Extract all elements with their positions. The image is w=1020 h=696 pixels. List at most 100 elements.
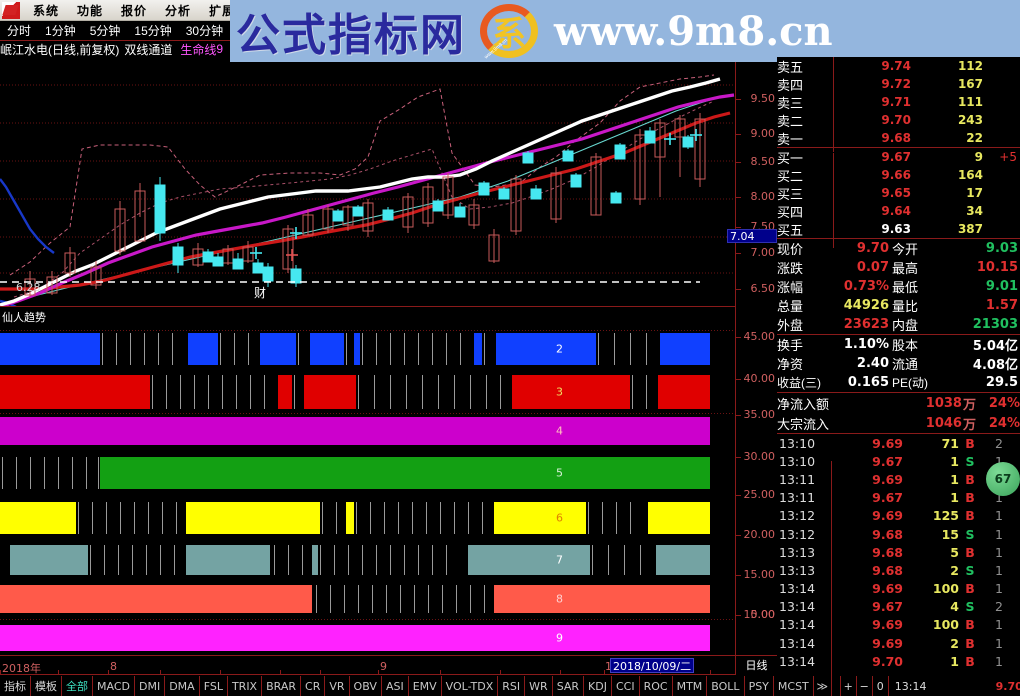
toolbar-template-button[interactable]: 模板 [31,676,62,696]
banner-url: www.9m8.cn [554,7,833,55]
tick-count: 1 [995,490,1003,506]
zoom-reset-button[interactable]: 0 [873,676,889,696]
fundamentals-divider [777,334,1020,335]
tick-price: 9.69 [872,508,903,524]
menu-item-quote[interactable]: 报价 [121,3,148,18]
toolbar-indicator-trix[interactable]: TRIX [228,676,263,696]
tick-side: S [965,526,975,542]
tick-side: B [965,435,975,451]
toolbar-indicator-psy[interactable]: PSY [745,676,774,696]
order-book-row[interactable]: 买五 9.63 387 [777,220,1020,238]
stat-value-open: 9.03 [985,241,1018,256]
ask-vol-2: 243 [957,113,983,127]
stat-label-high: 最高 [892,261,919,276]
toolbar-indicator-dma[interactable]: DMA [165,676,200,696]
tab-30min[interactable]: 30分钟 [185,24,224,38]
stat-label-total-volume: 总量 [777,299,804,314]
toolbar-indicator-macd[interactable]: MACD [93,676,135,696]
toolbar-all-button[interactable]: 全部 [62,676,93,696]
toolbar-indicator-vr[interactable]: VR [325,676,350,696]
toolbar-indicator-roc[interactable]: ROC [640,676,673,696]
order-book-row[interactable]: 买四 9.64 34 [777,202,1020,220]
toolbar-indicator-mtm[interactable]: MTM [673,676,708,696]
ask-vol-5: 112 [957,59,983,73]
toolbar-indicator-fsl[interactable]: FSL [200,676,228,696]
tick-time: 13:14 [779,581,816,597]
order-book-row[interactable]: 卖四 9.72 167 [777,75,1020,93]
flow-row: 大宗流入 1046 万 24% [777,413,1020,433]
toolbar-indicator-dmi[interactable]: DMI [135,676,166,696]
toolbar-more-icon[interactable]: ≫ [814,676,832,696]
menu-item-system[interactable]: 系统 [33,3,60,18]
menu-item-analysis[interactable]: 分析 [165,3,192,18]
order-book-row[interactable]: 卖五 9.74 112 [777,57,1020,75]
sentiment-badge[interactable]: 67 [986,462,1020,496]
indicator-value-axis: 45.00 40.00 35.00 30.00 25.00 20.00 15.0… [735,307,777,655]
toolbar-indicator-sar[interactable]: SAR [553,676,585,696]
indicator-band-row: 8 [0,585,710,613]
tick-time: 13:10 [779,453,816,469]
tick-row: 13:14 9.69 100 B 1 [777,580,1020,598]
stat-value-high: 10.15 [976,260,1018,275]
banner-seal-logo-icon: 系 www.9m8.cn [478,2,540,60]
toolbar-indicator-cci[interactable]: CCI [612,676,640,696]
tab-intraday[interactable]: 分时 [7,24,32,38]
toolbar-indicator-emv[interactable]: EMV [409,676,442,696]
zoom-in-button[interactable]: + [841,676,857,696]
stat-value-volume-ratio: 1.57 [985,298,1018,313]
price-tick-7-00: 7.00 [750,246,776,259]
tick-row: 13:14 9.69 2 B 1 [777,634,1020,652]
toolbar-indicator-rsi[interactable]: RSI [498,676,526,696]
tick-row: 13:14 9.67 4 S 2 [777,598,1020,616]
stat-value-change-pct: 0.73% [843,279,889,294]
order-book-row[interactable]: 卖一 9.68 22 [777,129,1020,147]
fundamentals-row: 换手 1.10% 股本 5.04亿 [777,335,1020,354]
stats-row: 外盘 23623 内盘 21303 [777,315,1020,334]
toolbar-indicator-vol-tdx[interactable]: VOL-TDX [442,676,499,696]
toolbar-indicator-wr[interactable]: WR [525,676,553,696]
chart-watermark: 财 [254,286,266,300]
band-label-5: 5 [556,466,563,480]
tick-price: 9.69 [872,635,903,651]
date-label-year: 2018年 [2,662,41,675]
order-book-row[interactable]: 卖二 9.70 243 [777,111,1020,129]
flow-value-net-inflow: 1038 [925,395,962,411]
stat-label-low: 最低 [892,280,919,295]
tab-15min[interactable]: 15分钟 [134,24,172,38]
order-book-row[interactable]: 买一 9.67 9 +5 [777,148,1020,166]
bid-label-5: 买五 [777,222,804,238]
menu-item-function[interactable]: 功能 [77,3,104,18]
candlestick-chart[interactable]: 财 6.28 [0,57,735,307]
order-book-row[interactable]: 卖三 9.71 111 [777,93,1020,111]
tab-5min[interactable]: 5分钟 [89,24,121,38]
toolbar-indicator-mcst[interactable]: MCST [774,676,814,696]
stat-value-change: 0.07 [856,260,889,275]
order-book-row[interactable]: 买二 9.66 164 [777,166,1020,184]
toolbar-indicator-kdj[interactable]: KDJ [584,676,612,696]
toolbar-spacer [832,676,841,696]
price-axis: 9.50 9.00 8.50 8.00 7.50 7.00 6.50 [735,57,777,307]
price-tick-8-50: 8.50 [750,155,776,168]
tick-list[interactable]: 13:10 9.69 71 B 2 13:10 9.67 1 S 1 13:11… [777,434,1020,670]
toolbar-indicator-cr[interactable]: CR [301,676,326,696]
toolbar-indicator-boll[interactable]: BOLL [707,676,745,696]
toolbar-indicator-brar[interactable]: BRAR [262,676,302,696]
tick-row: 13:10 9.69 71 B 2 [777,434,1020,452]
indicator-band-row: 6 [0,502,710,534]
candlestick-svg: 财 6.28 [0,74,735,306]
toolbar-indicator-asi[interactable]: ASI [382,676,409,696]
tick-time: 13:14 [779,599,816,615]
tab-1min[interactable]: 1分钟 [45,24,76,38]
band-label-6: 6 [556,511,563,525]
bid-vol-3: 17 [966,186,983,200]
zoom-out-button[interactable]: − [857,676,873,696]
tick-time: 13:10 [779,435,816,451]
period-label: 日线 [735,655,777,675]
tick-count: 1 [995,635,1003,651]
toolbar-indicator-button[interactable]: 指标 [0,676,31,696]
order-book-row[interactable]: 买三 9.65 17 [777,184,1020,202]
indicator-panel[interactable]: 仙人趋势 [0,307,735,655]
flow-value-block-inflow: 1046 [925,415,962,431]
toolbar-indicator-obv[interactable]: OBV [350,676,382,696]
ma-red-line [0,111,731,291]
